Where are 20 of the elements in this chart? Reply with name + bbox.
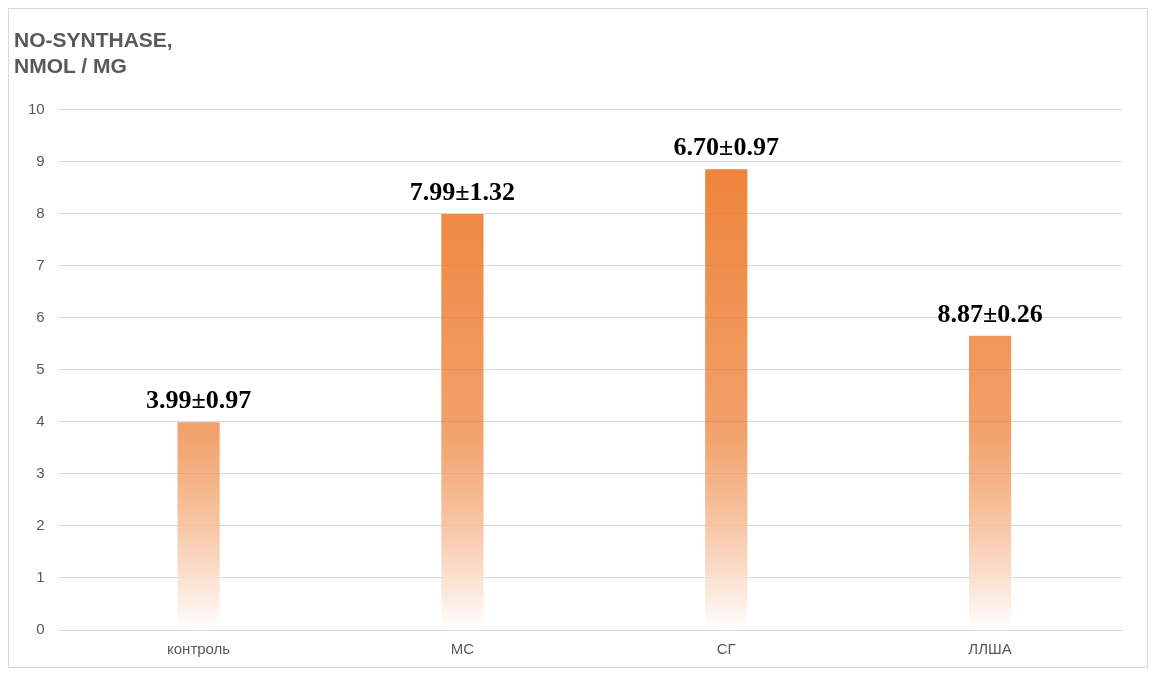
y-tick-label: 10 — [28, 99, 45, 117]
chart-title: NO-SYNTHASE, NMOL / MG — [14, 28, 173, 77]
y-tick-label: 7 — [36, 255, 45, 273]
y-tick-label: 3 — [36, 463, 45, 481]
y-tick-label: 5 — [36, 359, 45, 377]
x-tick-label: контроль — [167, 640, 231, 658]
y-tick-label: 8 — [36, 203, 45, 221]
y-tick-label: 9 — [36, 151, 45, 169]
x-tick-label: СГ — [716, 640, 736, 658]
annotation: 7.99±1.32 — [409, 176, 516, 206]
y-tick-label: 1 — [36, 568, 45, 586]
y-tick-label: 4 — [36, 411, 45, 429]
x-tick-label: ЛЛША — [968, 640, 1012, 658]
x-tick-label: МС — [450, 640, 475, 658]
y-tick-label: 6 — [36, 307, 45, 325]
y-tick-label: 0 — [36, 620, 45, 638]
annotation: 3.99±0.97 — [145, 385, 252, 414]
annotation: 8.87±0.26 — [937, 298, 1043, 328]
annotation: 6.70±0.97 — [673, 131, 779, 161]
y-tick-label: 2 — [36, 516, 45, 534]
